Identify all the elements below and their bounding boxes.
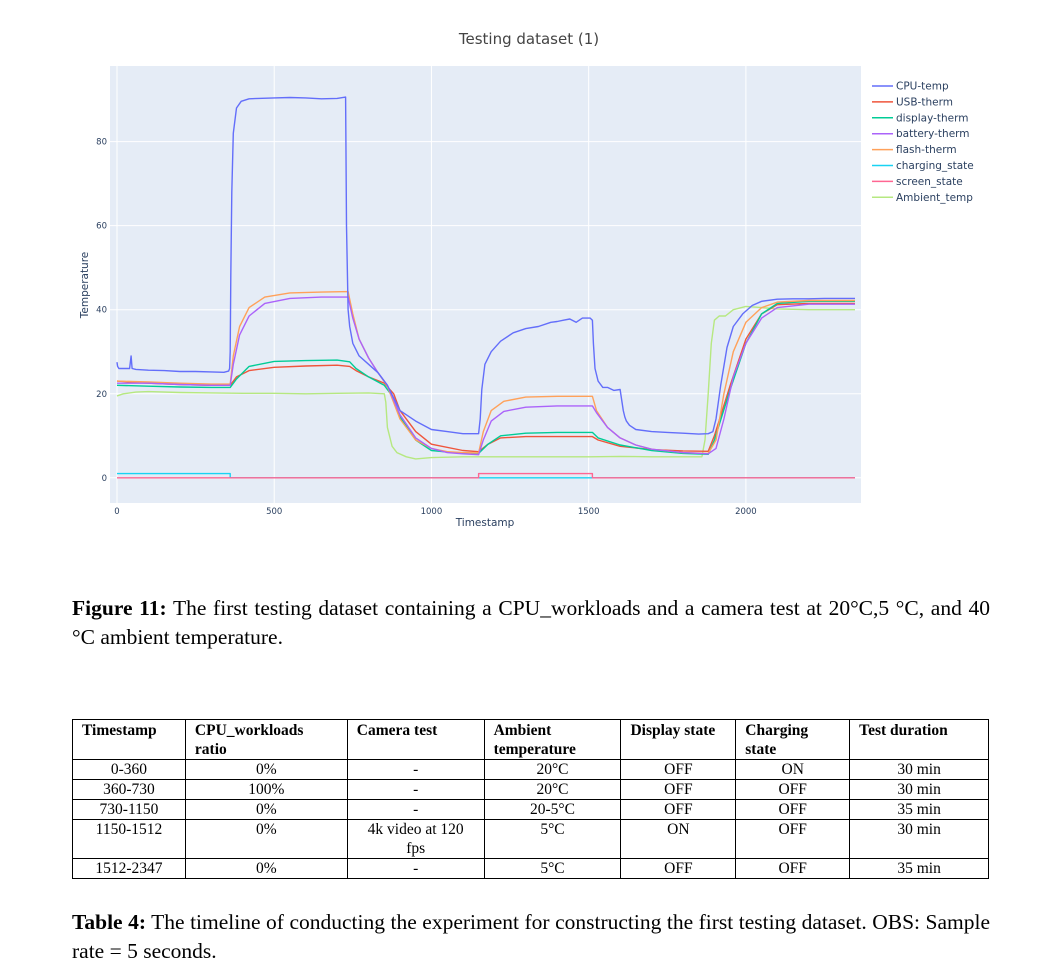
y-tick-label: 60 (96, 222, 107, 232)
timeline-table: Timestamp CPU_workloads ratio Camera tes… (72, 719, 989, 879)
legend-label: display-therm (896, 112, 968, 124)
chart-title: Testing dataset (1) (458, 30, 599, 48)
x-tick-label: 0 (114, 507, 119, 517)
y-axis-label: Temperature (79, 252, 91, 320)
x-tick-label: 500 (266, 507, 282, 517)
table-cell: - (346, 858, 485, 879)
table-cell: 360-730 (72, 779, 186, 800)
table-cell: 5°C (483, 858, 622, 879)
series-line-usb-therm (116, 302, 855, 453)
table-cell: 20°C (483, 759, 622, 780)
table-cell: 20°C (483, 779, 622, 800)
table-cell: OFF (735, 858, 851, 879)
table-caption-text: The timeline of conducting the experimen… (72, 910, 991, 963)
legend: CPU-temp USB-therm display-therm battery-th… (872, 81, 974, 204)
table-cell: 5°C (483, 819, 622, 859)
legend-label: battery-therm (896, 128, 970, 140)
figure-caption-label: Figure 11: (72, 596, 167, 620)
x-tick-label: 1500 (578, 507, 600, 517)
series-line-screen-state (117, 472, 855, 479)
series-line-ambient-temp (116, 305, 855, 460)
x-tick-label: 1000 (421, 507, 443, 517)
table-cell: - (346, 799, 485, 820)
y-tick-label: 0 (102, 474, 107, 484)
legend-label: charging_state (896, 160, 974, 172)
table-cell: OFF (735, 819, 851, 859)
legend-label: flash-therm (896, 144, 957, 156)
table-header: Timestamp (72, 719, 186, 760)
series-line-flash-therm (116, 290, 855, 455)
y-tick-label: 80 (96, 138, 107, 148)
table-header: Display state (620, 719, 737, 760)
table-cell: ON (735, 759, 851, 780)
table-cell: 0% (184, 759, 348, 780)
figure-caption: Figure 11: The first testing dataset con… (72, 594, 990, 652)
table-row: 730-1150 0% - 20-5°C OFF OFF 35 min (72, 799, 989, 820)
table-cell: - (346, 759, 485, 780)
table-cell: 4k video at 120 fps (346, 819, 485, 859)
table-cell: 30 min (849, 819, 989, 859)
table-cell: 730-1150 (72, 799, 186, 820)
legend-label: screen_state (896, 176, 963, 188)
table-cell: 30 min (849, 779, 989, 800)
table-cell: OFF (620, 799, 737, 820)
table-cell: 35 min (849, 858, 989, 879)
plot-background (110, 66, 861, 503)
legend-label: USB-therm (896, 96, 953, 108)
series-line-cpu-temp (116, 96, 855, 435)
table-cell: 0% (184, 819, 348, 859)
table-header: Camera test (346, 719, 485, 760)
x-axis-label: Timestamp (455, 517, 515, 529)
table-row: 1150-1512 0% 4k video at 120 fps 5°C ON … (72, 819, 989, 859)
y-tick-labels: 0 20 40 60 80 (96, 138, 107, 484)
table-header: CPU_workloads ratio (184, 719, 348, 760)
table-cell: 20-5°C (483, 799, 622, 820)
table-header: Test duration (849, 719, 989, 760)
table-cell: 35 min (849, 799, 989, 820)
line-chart: 0 500 1000 1500 2000 0 20 40 60 80 Testing datas… (79, 30, 974, 529)
table-cell: OFF (620, 779, 737, 800)
table-cell: - (346, 779, 485, 800)
table-cell: 0-360 (72, 759, 186, 780)
legend-label: Ambient_temp (896, 192, 973, 204)
table-cell: 0% (184, 858, 348, 879)
table-cell: 30 min (849, 759, 989, 780)
table-caption: Table 4: The timeline of conducting the … (72, 908, 990, 966)
table-row: 1512-2347 0% - 5°C OFF OFF 35 min (72, 858, 989, 879)
table-caption-label: Table 4: (72, 910, 147, 934)
x-tick-labels: 0 500 1000 1500 2000 (114, 507, 756, 517)
table-row: 360-730 100% - 20°C OFF OFF 30 min (72, 779, 989, 800)
figure-caption-text: The first testing dataset containing a C… (72, 596, 991, 649)
y-tick-label: 40 (96, 306, 107, 316)
table-row: 0-360 0% - 20°C OFF ON 30 min (72, 759, 989, 780)
table-cell: ON (620, 819, 737, 859)
table-header: Charging state (735, 719, 851, 760)
table-header-row: Timestamp CPU_workloads ratio Camera tes… (72, 719, 989, 760)
table-cell: OFF (620, 858, 737, 879)
table-header: Ambient temperature (483, 719, 622, 760)
table-cell: 1150-1512 (72, 819, 186, 859)
table-cell: OFF (620, 759, 737, 780)
series-line-battery-therm (117, 296, 855, 456)
series-group (116, 96, 855, 479)
series-line-charging-state (117, 472, 855, 479)
table-cell: 100% (184, 779, 348, 800)
y-tick-label: 20 (96, 390, 107, 400)
x-tick-label: 2000 (735, 507, 757, 517)
table-cell: OFF (735, 779, 851, 800)
table-cell: 0% (184, 799, 348, 820)
table-cell: 1512-2347 (72, 858, 186, 879)
table-cell: OFF (735, 799, 851, 820)
legend-label: CPU-temp (896, 81, 949, 93)
